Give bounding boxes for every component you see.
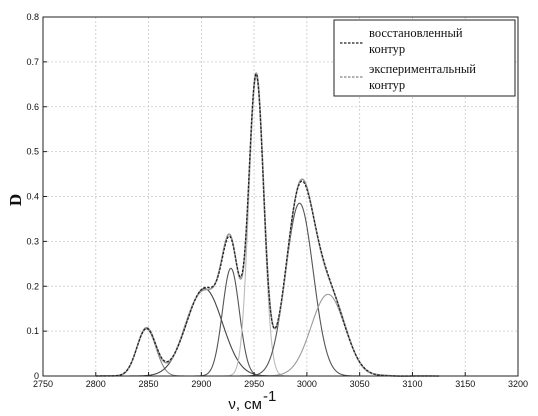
y-tick-label: 0	[34, 371, 39, 381]
legend-label-reconstructed-line1: восстановленный	[369, 26, 463, 40]
y-axis-ticks: 0 0.1 0.2 0.3 0.4 0.5 0.6 0.7 0.8	[26, 12, 47, 381]
y-tick-label: 0.5	[26, 147, 39, 157]
reconstructed-curve	[95, 72, 439, 377]
y-tick-label: 0.4	[26, 192, 39, 202]
x-tick-label: 2800	[86, 379, 106, 389]
y-tick-label: 0.8	[26, 12, 39, 22]
x-tick-label: 3000	[297, 379, 317, 389]
grid	[43, 17, 518, 376]
x-axis-ticks: 2750 2800 2850 2900 2950 3000 3050 3100 3150 3200	[33, 372, 528, 389]
y-tick-label: 0.7	[26, 57, 39, 67]
y-tick-label: 0.6	[26, 102, 39, 112]
legend-label-experimental-line1: экспериментальный	[369, 62, 476, 76]
y-tick-label: 0.3	[26, 236, 39, 246]
x-tick-label: 3200	[508, 379, 528, 389]
x-tick-label: 2850	[139, 379, 159, 389]
x-tick-label: 3050	[350, 379, 370, 389]
x-tick-label: 2750	[33, 379, 53, 389]
y-tick-label: 0.1	[26, 326, 39, 336]
x-tick-label: 3100	[402, 379, 422, 389]
legend: восстановленный контур экспериментальный…	[333, 19, 516, 97]
legend-box	[333, 19, 516, 97]
x-tick-label: 2950	[244, 379, 264, 389]
x-axis-label-superscript: -1	[263, 388, 276, 405]
y-axis-label: D	[6, 194, 25, 206]
x-tick-label: 2900	[191, 379, 211, 389]
y-tick-label: 0.2	[26, 281, 39, 291]
x-axis-label: ν, см	[228, 396, 262, 413]
legend-label-experimental-line2: контур	[369, 78, 405, 92]
legend-label-reconstructed-line2: контур	[369, 42, 405, 56]
x-tick-label: 3150	[455, 379, 475, 389]
